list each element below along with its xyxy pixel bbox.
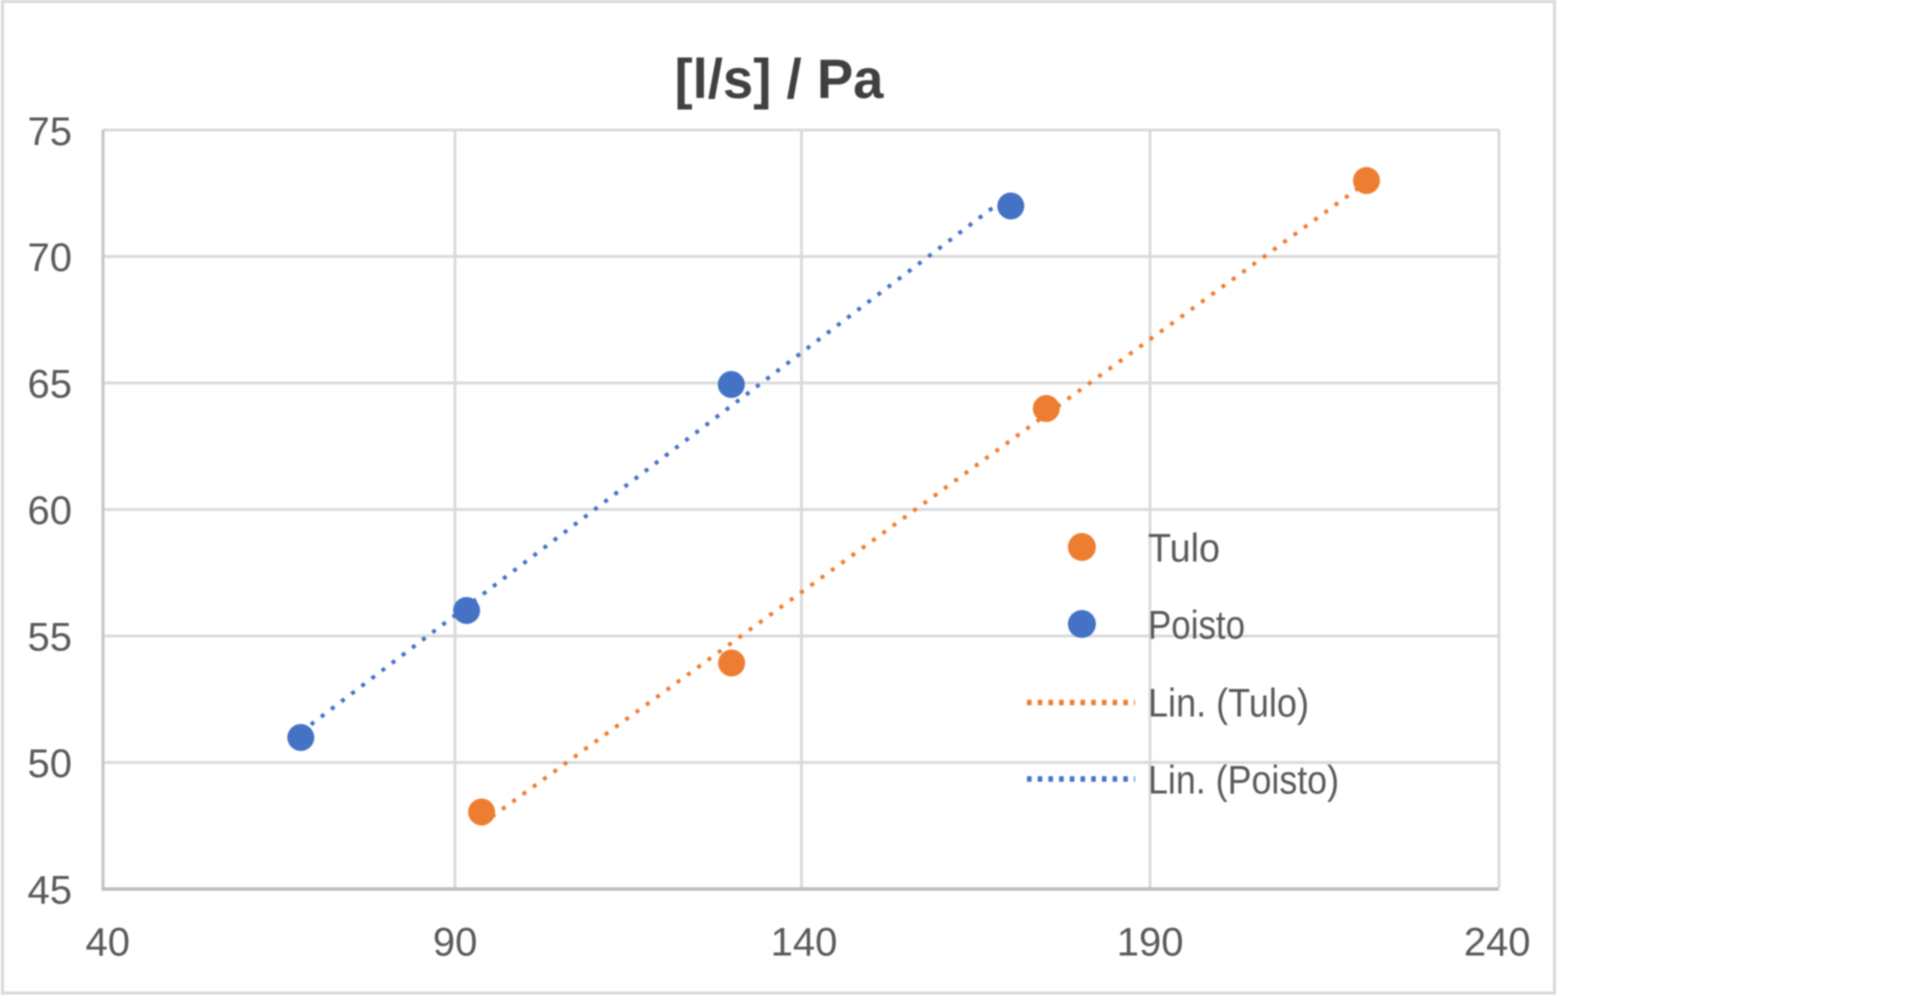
svg-text:Tulo: Tulo [1148,526,1220,570]
svg-text:45: 45 [28,869,73,913]
svg-text:190: 190 [1117,921,1184,965]
svg-text:240: 240 [1464,921,1531,965]
svg-text:[l/s] / Pa: [l/s] / Pa [675,47,885,110]
svg-text:70: 70 [28,236,73,280]
svg-text:90: 90 [433,921,478,965]
svg-text:60: 60 [28,489,73,533]
svg-text:55: 55 [28,616,73,660]
svg-text:140: 140 [771,921,838,965]
svg-text:75: 75 [28,110,73,154]
svg-text:65: 65 [28,363,73,407]
svg-text:Lin. (Tulo): Lin. (Tulo) [1148,681,1309,725]
svg-text:Lin. (Poisto): Lin. (Poisto) [1148,758,1339,802]
svg-text:Poisto: Poisto [1148,603,1245,647]
svg-text:50: 50 [28,742,73,786]
svg-text:40: 40 [86,921,131,965]
